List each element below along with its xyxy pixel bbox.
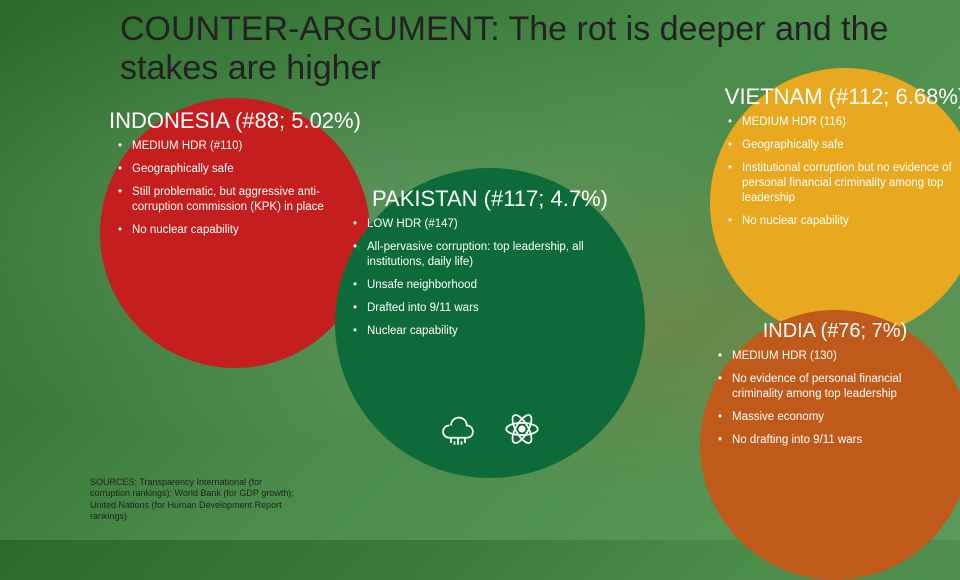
atom-icon: [501, 408, 543, 450]
list-item: Nuclear capability: [365, 324, 627, 339]
list-item: Drafted into 9/11 wars: [365, 301, 627, 316]
list-item: MEDIUM HDR (130): [730, 349, 952, 364]
pakistan-icons: [437, 408, 543, 450]
list-item: No nuclear capability: [130, 223, 352, 238]
indonesia-heading: INDONESIA (#88; 5.02%): [100, 108, 370, 133]
country-circle-indonesia: INDONESIA (#88; 5.02%) MEDIUM HDR (#110)…: [100, 98, 370, 368]
brain-cloud-icon: [437, 408, 479, 450]
list-item: No drafting into 9/11 wars: [730, 433, 952, 448]
list-item: MEDIUM HDR (#110): [130, 139, 352, 154]
list-item: Unsafe neighborhood: [365, 278, 627, 293]
india-heading: INDIA (#76; 7%): [700, 320, 960, 343]
sources-note: SOURCES: Transparency International (for…: [90, 477, 300, 522]
vietnam-bullets: MEDIUM HDR (116) Geographically safe Ins…: [710, 115, 960, 229]
country-circle-pakistan: PAKISTAN (#117; 4.7%) LOW HDR (#147) All…: [335, 168, 645, 478]
list-item: Massive economy: [730, 410, 952, 425]
list-item: LOW HDR (#147): [365, 217, 627, 232]
list-item: All-pervasive corruption: top leadership…: [365, 240, 627, 270]
list-item: Still problematic, but aggressive anti-c…: [130, 185, 352, 215]
list-item: Geographically safe: [740, 138, 960, 153]
indonesia-bullets: MEDIUM HDR (#110) Geographically safe St…: [100, 139, 370, 238]
list-item: Institutional corruption but no evidence…: [740, 161, 960, 206]
list-item: No nuclear capability: [740, 214, 960, 229]
pakistan-heading: PAKISTAN (#117; 4.7%): [335, 186, 645, 211]
india-bullets: MEDIUM HDR (130) No evidence of personal…: [700, 349, 960, 448]
slide-title: COUNTER-ARGUMENT: The rot is deeper and …: [120, 10, 940, 88]
list-item: Geographically safe: [130, 162, 352, 177]
list-item: No evidence of personal financial crimin…: [730, 372, 952, 402]
list-item: MEDIUM HDR (116): [740, 115, 960, 130]
pakistan-bullets: LOW HDR (#147) All-pervasive corruption:…: [335, 217, 645, 339]
